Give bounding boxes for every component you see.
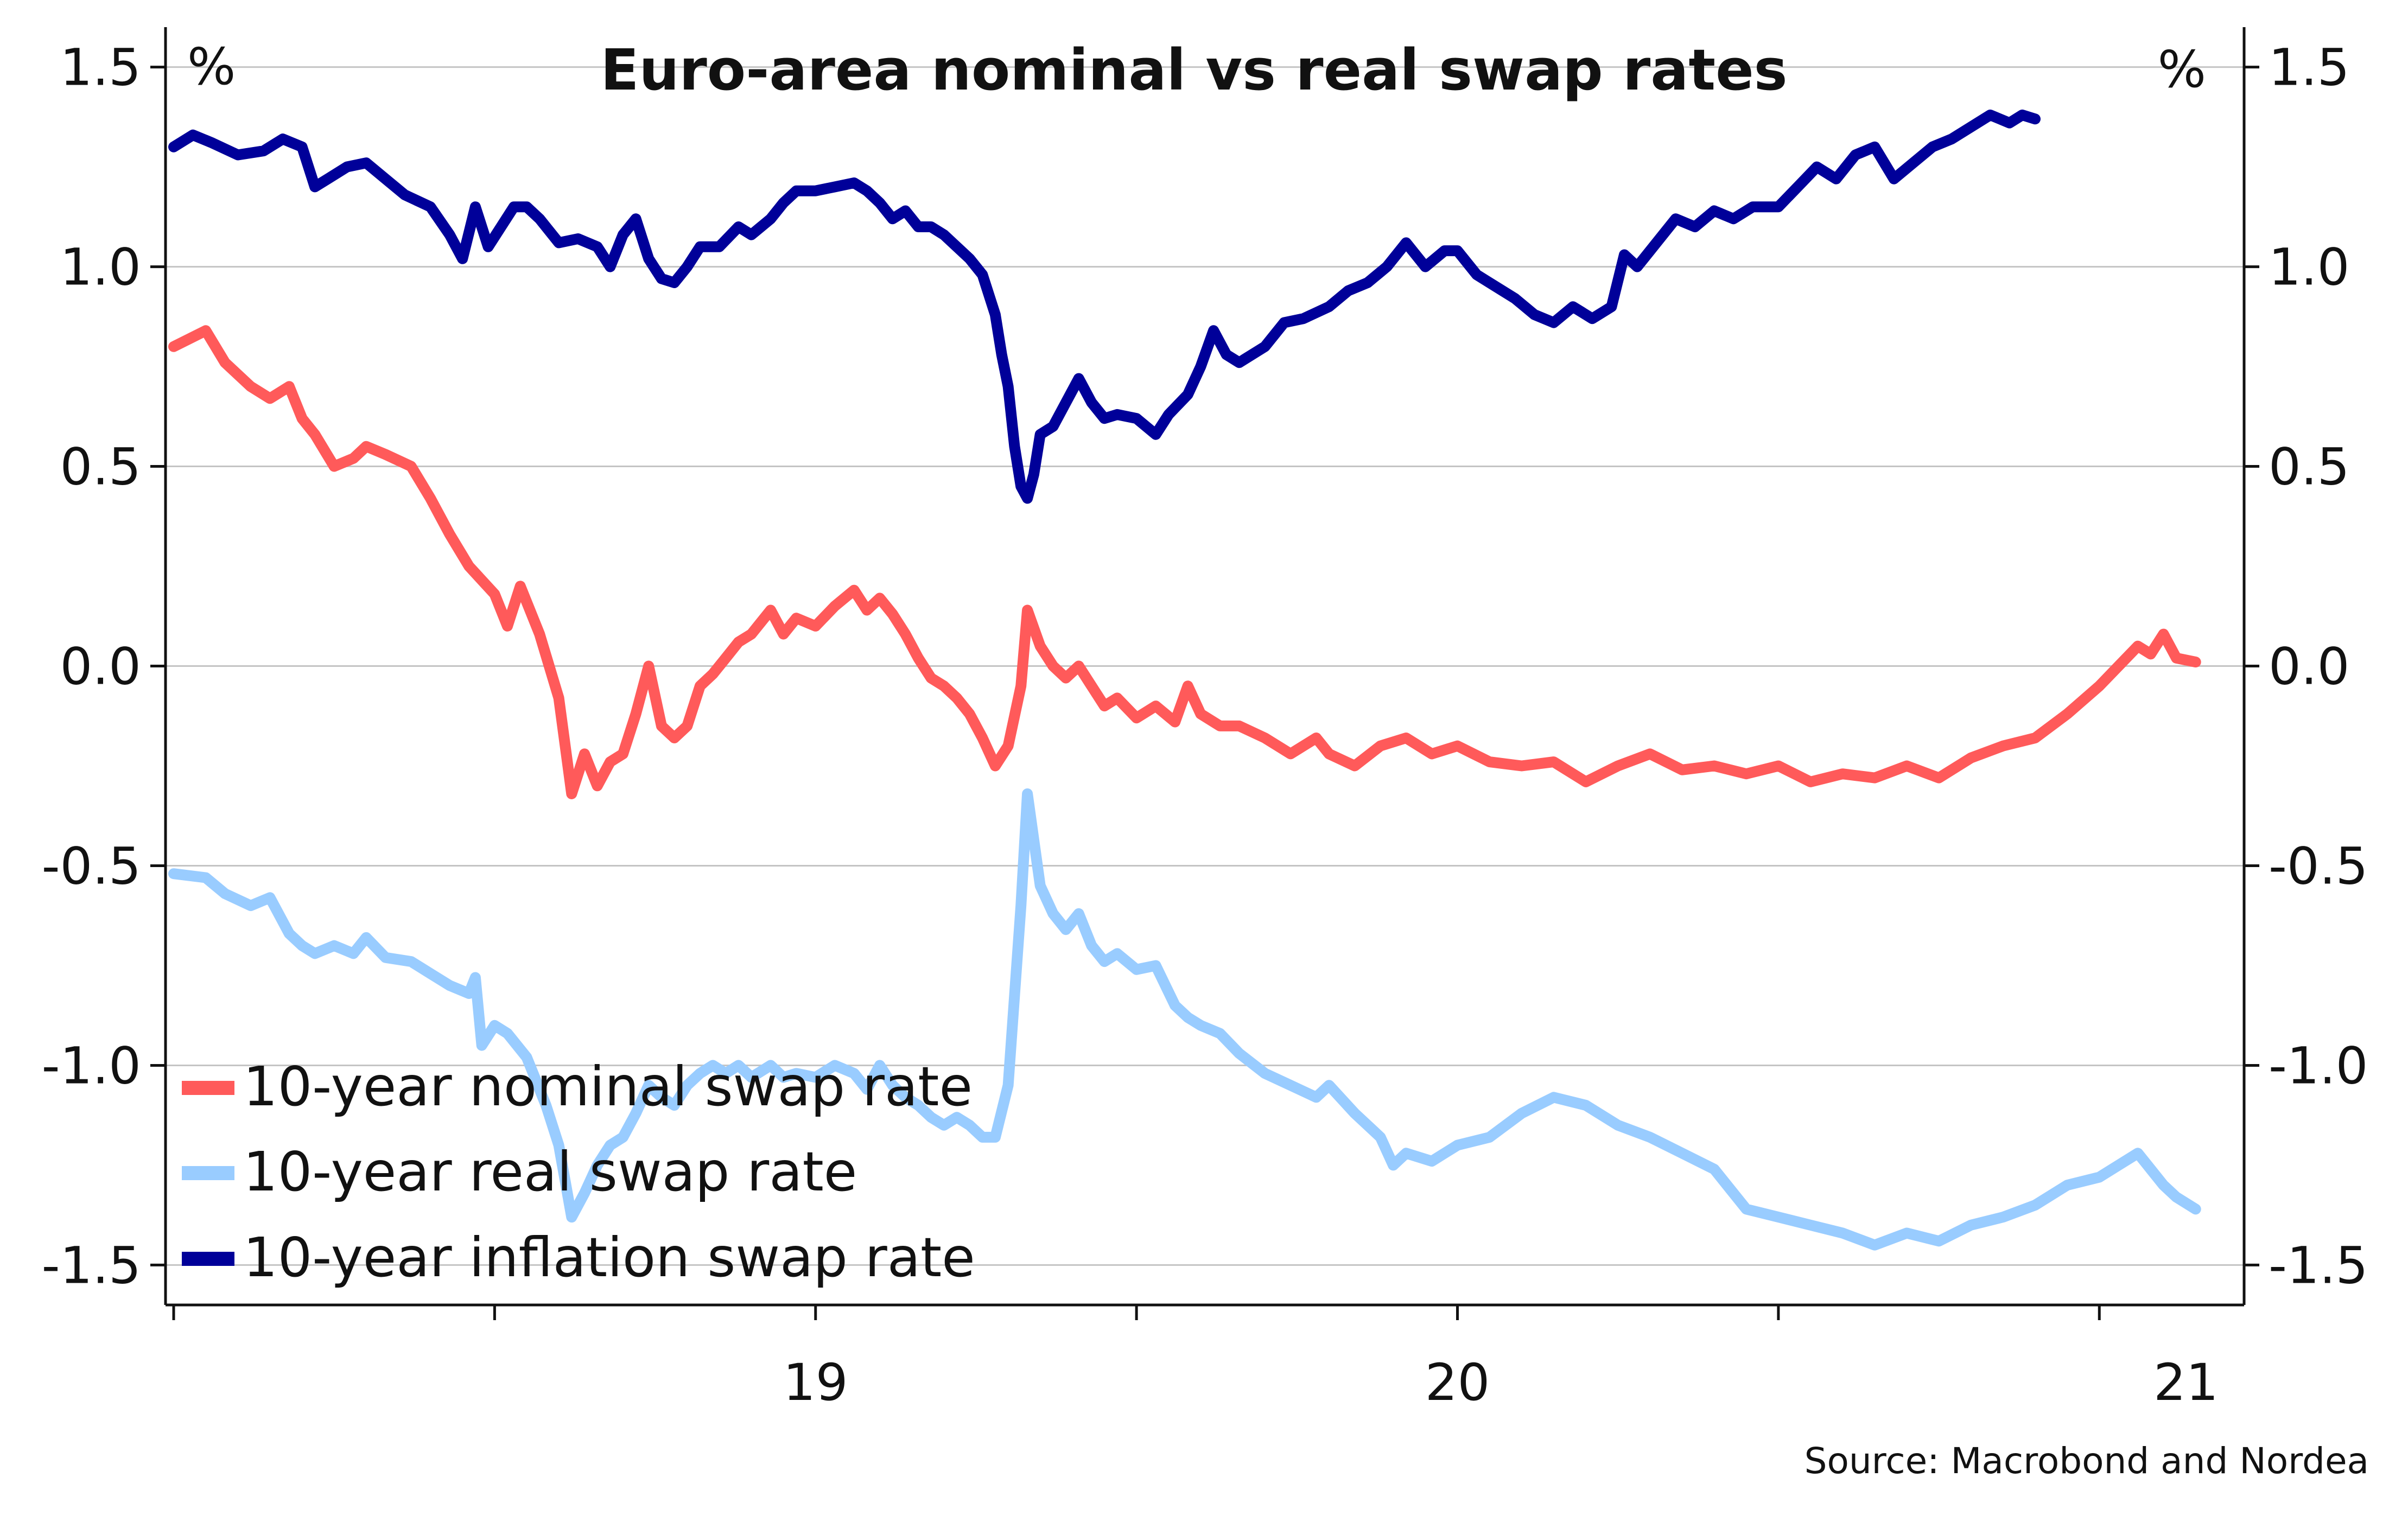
y-tick-label-right: 0.0 bbox=[2269, 638, 2350, 697]
source-note: Source: Macrobond and Nordea bbox=[1805, 1440, 2369, 1482]
x-tick-label: 21 bbox=[2153, 1353, 2219, 1412]
axis-layer bbox=[150, 27, 2259, 1320]
y-tick-label-right: -1.5 bbox=[2269, 1236, 2368, 1295]
y-tick-label-left: -0.5 bbox=[42, 837, 141, 896]
grid-layer bbox=[166, 66, 2244, 1266]
y-unit-left: % bbox=[187, 37, 236, 97]
y-tick-label-right: 0.5 bbox=[2269, 438, 2350, 497]
legend: 10-year nominal swap rate 10-year real s… bbox=[182, 1055, 975, 1289]
chart-title: Euro-area nominal vs real swap rates bbox=[600, 37, 1787, 103]
legend-label-inflation: 10-year inflation swap rate bbox=[243, 1226, 975, 1289]
legend-label-nominal: 10-year nominal swap rate bbox=[243, 1055, 973, 1118]
y-tick-label-left: 1.5 bbox=[60, 39, 142, 98]
y-tick-label-left: 0.0 bbox=[60, 638, 142, 697]
y-tick-label-left: 1.0 bbox=[60, 238, 142, 297]
y-tick-label-right: -1.0 bbox=[2269, 1036, 2368, 1096]
series-line-real bbox=[168, 788, 2201, 1251]
y-tick-label-left: -1.0 bbox=[42, 1036, 141, 1096]
y-tick-label-right: -0.5 bbox=[2269, 837, 2368, 896]
x-tick-label: 20 bbox=[1425, 1353, 1490, 1412]
x-tick-label: 19 bbox=[783, 1353, 848, 1412]
y-tick-label-right: 1.5 bbox=[2269, 39, 2350, 98]
series-line-inflation bbox=[168, 109, 2041, 504]
series-line-nominal bbox=[168, 325, 2201, 799]
legend-label-real: 10-year real swap rate bbox=[243, 1140, 857, 1203]
y-tick-label-right: 1.0 bbox=[2269, 238, 2350, 297]
y-tick-label-left: -1.5 bbox=[42, 1236, 141, 1295]
y-tick-label-left: 0.5 bbox=[60, 438, 142, 497]
series-layer bbox=[168, 109, 2201, 1251]
label-layer: 1.5 1.5 1.0 1.0 0.5 0.5 0.0 0.0 -0.5 -0.5 -1.0 -1.0… bbox=[42, 39, 2368, 1412]
y-unit-right: % bbox=[2158, 40, 2206, 99]
